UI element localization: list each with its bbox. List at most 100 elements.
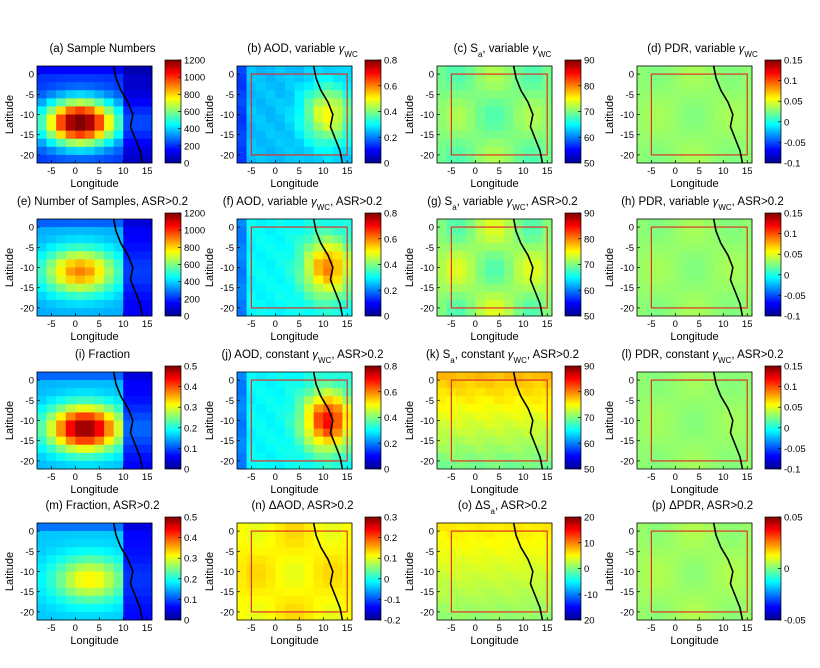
x-tick-label: 10 <box>518 472 529 483</box>
y-tick-label: -15 <box>220 283 234 294</box>
heatmap-cell <box>284 98 295 107</box>
heatmap-cell <box>37 130 47 140</box>
heatmap-cell <box>313 412 324 421</box>
heatmap-cell <box>713 114 724 123</box>
heatmap-cell <box>265 66 276 75</box>
y-axis-label: Latitude <box>604 95 616 134</box>
heatmap-cell <box>732 82 743 91</box>
heatmap-cell <box>237 243 247 252</box>
x-tick-label: 0 <box>673 166 678 177</box>
heatmap-cell <box>56 587 67 597</box>
x-tick-label: 10 <box>318 166 329 177</box>
heatmap-cell <box>704 291 715 301</box>
heatmap-cell <box>504 611 515 621</box>
heatmap-cell <box>265 122 276 132</box>
heatmap-cell <box>713 404 724 413</box>
heatmap-cell <box>313 452 324 462</box>
heatmap-cell <box>637 219 647 228</box>
heatmap-cell <box>113 267 124 276</box>
heatmap-cell <box>475 98 486 107</box>
heatmap-cell <box>465 380 476 389</box>
y-tick-label: -20 <box>420 303 434 314</box>
heatmap-cell <box>84 611 95 621</box>
heatmap-cell <box>465 227 476 236</box>
heatmap-cell <box>284 106 295 115</box>
heatmap-cell <box>113 146 124 156</box>
heatmap-cell <box>237 90 247 99</box>
heatmap-cell <box>75 227 86 236</box>
heatmap-cell <box>465 235 476 244</box>
heatmap-cell <box>732 235 743 244</box>
heatmap-cell <box>637 420 647 429</box>
heatmap-cell <box>694 235 705 244</box>
heatmap-cell <box>475 154 486 164</box>
colorbar-tick-label: 600 <box>184 260 200 271</box>
heatmap-cell <box>332 571 343 580</box>
heatmap-cell <box>332 283 343 293</box>
colorbar-tick-label: 0.4 <box>384 413 397 424</box>
y-tick-label: -10 <box>420 263 434 274</box>
heatmap-cell <box>75 571 86 580</box>
heatmap-cell <box>332 66 343 75</box>
panel-k: -5 0 5 10 150-5-10-15-20LongitudeLatitude(k)… <box>404 349 595 496</box>
heatmap-cell <box>456 90 467 99</box>
heatmap-cell <box>313 74 324 83</box>
heatmap-cell <box>723 372 734 381</box>
heatmap-cell <box>713 259 724 268</box>
heatmap-cell <box>723 74 734 83</box>
heatmap-cell <box>637 275 647 285</box>
heatmap-cell <box>37 66 47 75</box>
heatmap-cells <box>37 372 153 470</box>
heatmap-cell <box>513 587 524 597</box>
heatmap-cell <box>313 579 324 589</box>
heatmap-cell <box>475 299 486 309</box>
heatmap-cell <box>484 579 495 589</box>
heatmap-cell <box>456 539 467 548</box>
heatmap-cell <box>437 460 447 470</box>
heatmap-cell <box>694 595 705 605</box>
heatmap-cell <box>313 283 324 293</box>
heatmap-cell <box>513 603 524 613</box>
heatmap-cell <box>742 611 753 621</box>
heatmap-cell <box>132 283 143 293</box>
heatmap-cell <box>484 412 495 421</box>
heatmap-cell <box>675 235 686 244</box>
heatmap-cell <box>256 396 267 405</box>
heatmap-cell <box>437 452 447 462</box>
x-tick-label: 10 <box>518 166 529 177</box>
colorbar-tick-label: 0.2 <box>184 574 197 585</box>
heatmap-cell <box>304 611 315 621</box>
heatmap-cell <box>704 571 715 580</box>
heatmap-cell <box>513 219 524 228</box>
heatmap-cell <box>275 66 286 75</box>
heatmap-cell <box>237 275 247 285</box>
heatmap-cell <box>437 66 447 75</box>
x-tick-label: 10 <box>118 166 129 177</box>
x-tick-label: 0 <box>73 319 78 330</box>
heatmap-cell <box>275 114 286 123</box>
heatmap-cell <box>532 130 543 140</box>
heatmap-cell <box>713 267 724 276</box>
heatmap-cell <box>84 259 95 268</box>
heatmap-cell <box>265 307 276 317</box>
y-tick-label: -10 <box>220 416 234 427</box>
heatmap-cell <box>37 579 47 589</box>
panel-title: (m) Fraction, ASR>0.2 <box>45 500 159 512</box>
heatmap-cell <box>704 122 715 132</box>
heatmap-cell <box>494 380 505 389</box>
heatmap-cell <box>456 372 467 381</box>
heatmap-cell <box>304 146 315 156</box>
heatmap-cell <box>84 380 95 389</box>
heatmap-cell <box>332 106 343 115</box>
heatmap-cell <box>732 555 743 564</box>
x-tick-label: 0 <box>73 472 78 483</box>
heatmap-cell <box>523 523 534 532</box>
x-tick-label: 15 <box>342 623 353 634</box>
heatmap-cells <box>637 372 753 470</box>
heatmap-cell <box>37 267 47 276</box>
heatmap-cell <box>132 388 143 397</box>
heatmap-cell <box>465 283 476 293</box>
heatmap-cell <box>523 436 534 446</box>
heatmap-cell <box>84 74 95 83</box>
heatmap-cell <box>656 130 667 140</box>
